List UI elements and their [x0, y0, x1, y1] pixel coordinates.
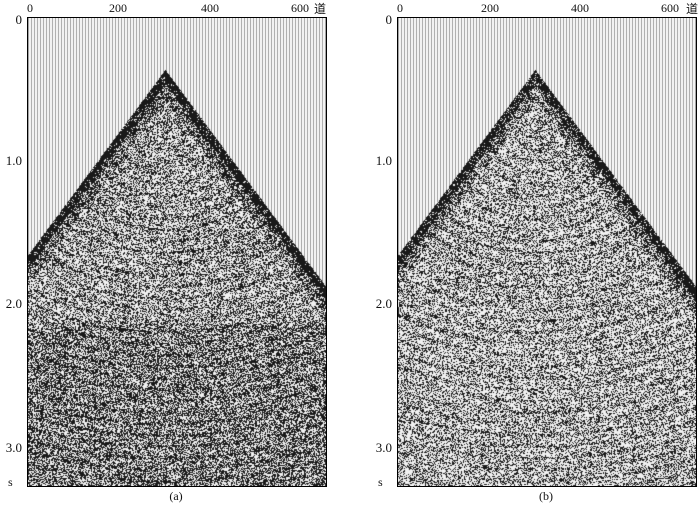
panel-caption: (b) [539, 489, 553, 503]
x-tick-label: 400 [201, 1, 219, 15]
seismic-image-b [398, 18, 696, 486]
y-tick-label: 2.0 [375, 296, 392, 311]
y-tick-label: 3.0 [5, 440, 22, 455]
y-tick-label: 1.0 [375, 153, 392, 168]
panel-caption: (a) [169, 489, 183, 503]
x-axis-unit: 道 [314, 2, 327, 16]
panel-a: 0 200 400 600 道 0 1.0 2.0 3.0 s (a) [0, 0, 330, 505]
seismic-section-b [397, 17, 697, 487]
x-tick-label: 0 [397, 1, 403, 15]
y-tick-label: 2.0 [5, 296, 22, 311]
y-axis-unit: s [8, 475, 13, 489]
y-tick-label: 0 [15, 12, 23, 27]
x-tick-label: 200 [481, 1, 499, 15]
y-tick-label: 1.0 [5, 153, 22, 168]
x-tick-label: 400 [571, 1, 589, 15]
y-tick-label: 3.0 [375, 440, 392, 455]
x-axis-unit: 道 [686, 2, 699, 16]
x-tick-label: 600 [291, 1, 309, 15]
y-axis-unit: s [378, 475, 383, 489]
x-tick-label: 600 [661, 1, 679, 15]
panel-b: 0 200 400 600 道 0 1.0 2.0 3.0 s (b) [370, 0, 700, 505]
seismic-section-a [27, 17, 327, 487]
seismic-image-a [28, 18, 326, 486]
x-tick-label: 0 [27, 1, 33, 15]
y-tick-label: 0 [385, 12, 393, 27]
x-tick-label: 200 [109, 1, 127, 15]
